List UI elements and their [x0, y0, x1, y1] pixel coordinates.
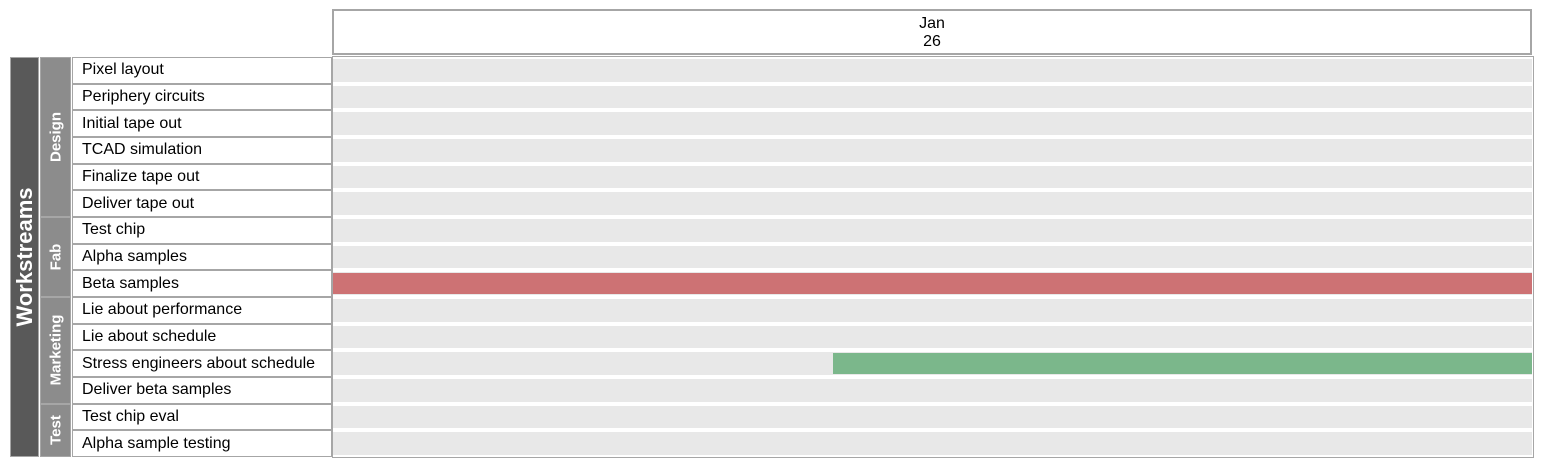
task-label: Stress engineers about schedule	[72, 350, 332, 377]
task-label: Finalize tape out	[72, 163, 332, 191]
task-lane	[333, 432, 1532, 455]
task-label: TCAD simulation	[72, 137, 332, 164]
task-lane	[333, 379, 1532, 402]
group-fab: Fab	[40, 217, 71, 297]
task-label: Initial tape out	[72, 110, 332, 137]
group-test: Test	[40, 403, 71, 457]
group-label: Marketing	[47, 314, 64, 386]
task-label: Deliver beta samples	[72, 377, 332, 404]
task-label: Test chip eval	[72, 403, 332, 431]
task-label: Periphery circuits	[72, 83, 332, 111]
task-lane	[333, 59, 1532, 82]
task-lane	[333, 139, 1532, 162]
task-lane	[333, 219, 1532, 242]
task-lane	[333, 85, 1532, 109]
gantt-bar	[832, 353, 1532, 374]
group-label: Test	[47, 415, 64, 446]
timeline-header: Jan 26	[332, 9, 1532, 55]
task-lane	[333, 165, 1532, 189]
gantt-bar	[333, 273, 1532, 294]
workstreams-column: Workstreams	[10, 57, 39, 457]
task-label: Pixel layout	[72, 57, 332, 84]
task-label: Alpha samples	[72, 243, 332, 271]
task-lane	[333, 112, 1532, 135]
task-lane	[333, 325, 1532, 349]
group-design: Design	[40, 57, 71, 217]
group-label: Design	[47, 111, 64, 163]
task-label: Test chip	[72, 217, 332, 244]
header-day: 26	[923, 33, 941, 50]
task-lane	[333, 299, 1532, 322]
task-label: Deliver tape out	[72, 190, 332, 217]
task-lane	[333, 405, 1532, 429]
task-lane	[333, 192, 1532, 215]
workstreams-label: Workstreams	[11, 187, 37, 327]
task-label: Lie about schedule	[72, 323, 332, 351]
group-label: Fab	[47, 243, 64, 271]
task-label: Beta samples	[72, 270, 332, 297]
group-marketing: Marketing	[40, 297, 71, 404]
header-month: Jan	[919, 15, 945, 32]
task-label: Lie about performance	[72, 297, 332, 324]
task-label: Alpha sample testing	[72, 430, 332, 457]
task-lane	[333, 245, 1532, 269]
